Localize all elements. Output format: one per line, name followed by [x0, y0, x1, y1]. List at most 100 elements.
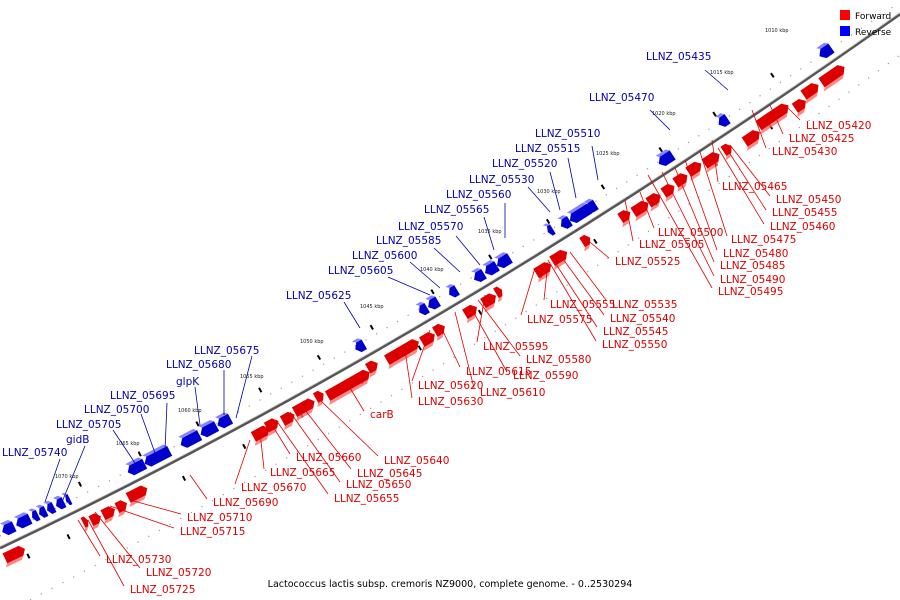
- forward-gene-label[interactable]: LLNZ_05465: [722, 181, 787, 193]
- reverse-gene[interactable]: [142, 444, 173, 467]
- forward-gene-label[interactable]: LLNZ_05450: [776, 194, 841, 206]
- forward-gene[interactable]: [549, 249, 568, 271]
- reverse-gene[interactable]: [566, 202, 593, 223]
- forward-gene-label[interactable]: LLNZ_05620: [418, 380, 483, 392]
- reverse-gene[interactable]: [352, 338, 368, 353]
- reverse-gene-label[interactable]: LLNZ_05515: [515, 143, 580, 155]
- forward-gene-label[interactable]: LLNZ_05495: [718, 286, 783, 298]
- forward-gene[interactable]: [114, 500, 127, 518]
- forward-gene-label[interactable]: LLNZ_05575: [527, 314, 592, 326]
- forward-gene[interactable]: [685, 161, 702, 181]
- forward-gene-label[interactable]: LLNZ_05430: [772, 146, 837, 158]
- forward-gene[interactable]: [741, 130, 760, 151]
- reverse-gene[interactable]: [214, 412, 234, 429]
- reverse-gene[interactable]: [415, 301, 430, 316]
- forward-gene-label[interactable]: LLNZ_05725: [130, 584, 195, 596]
- forward-gene[interactable]: [701, 152, 720, 173]
- forward-gene-label[interactable]: LLNZ_05610: [480, 387, 545, 399]
- forward-gene[interactable]: [432, 323, 445, 342]
- forward-gene[interactable]: [672, 173, 688, 192]
- forward-gene-label[interactable]: LLNZ_05505: [639, 239, 704, 251]
- forward-gene[interactable]: [125, 485, 148, 507]
- forward-gene-label[interactable]: LLNZ_05475: [731, 234, 796, 246]
- forward-gene-label[interactable]: LLNZ_05525: [615, 256, 680, 268]
- reverse-gene-label[interactable]: LLNZ_05520: [492, 158, 557, 170]
- forward-gene[interactable]: [324, 369, 370, 406]
- forward-gene-label[interactable]: LLNZ_05485: [720, 260, 785, 272]
- forward-gene-label[interactable]: LLNZ_05665: [270, 467, 335, 479]
- reverse-gene[interactable]: [13, 512, 33, 529]
- forward-gene-label[interactable]: LLNZ_05580: [526, 354, 591, 366]
- forward-gene-label[interactable]: LLNZ_05630: [418, 396, 483, 408]
- forward-gene-label[interactable]: LLNZ_05690: [213, 497, 278, 509]
- forward-gene[interactable]: [755, 103, 789, 135]
- reverse-gene[interactable]: [0, 519, 17, 536]
- forward-gene-label[interactable]: LLNZ_05730: [106, 554, 171, 566]
- forward-gene[interactable]: [617, 210, 631, 228]
- forward-gene-label[interactable]: LLNZ_05550: [602, 339, 667, 351]
- forward-gene[interactable]: [533, 262, 552, 283]
- reverse-gene[interactable]: [61, 492, 73, 506]
- forward-gene-label[interactable]: LLNZ_05460: [770, 221, 835, 233]
- forward-gene-label[interactable]: LLNZ_05420: [806, 120, 871, 132]
- forward-gene[interactable]: [312, 390, 324, 408]
- forward-gene-label[interactable]: LLNZ_05595: [483, 341, 548, 353]
- reverse-gene[interactable]: [125, 457, 148, 476]
- reverse-gene-label[interactable]: LLNZ_05680: [166, 359, 231, 371]
- forward-gene[interactable]: [383, 339, 419, 370]
- forward-gene-label[interactable]: LLNZ_05655: [334, 493, 399, 505]
- forward-gene[interactable]: [88, 513, 101, 531]
- forward-gene[interactable]: [419, 332, 435, 351]
- forward-gene-label[interactable]: LLNZ_05615: [466, 366, 531, 378]
- reverse-gene[interactable]: [28, 508, 41, 522]
- reverse-gene[interactable]: [482, 260, 500, 276]
- reverse-gene-label[interactable]: LLNZ_05625: [286, 290, 351, 302]
- forward-gene-label[interactable]: LLNZ_05710: [187, 512, 252, 524]
- forward-gene[interactable]: [579, 234, 591, 252]
- reverse-gene[interactable]: [43, 500, 57, 514]
- reverse-gene[interactable]: [816, 42, 835, 59]
- forward-gene-label[interactable]: carB: [370, 409, 394, 421]
- forward-gene-label[interactable]: LLNZ_05480: [723, 248, 788, 260]
- forward-gene[interactable]: [660, 184, 675, 202]
- reverse-gene[interactable]: [178, 428, 203, 448]
- reverse-gene[interactable]: [445, 284, 460, 298]
- reverse-gene[interactable]: [655, 149, 676, 167]
- reverse-gene-label[interactable]: LLNZ_05510: [535, 128, 600, 140]
- reverse-gene[interactable]: [471, 267, 487, 283]
- reverse-gene-label[interactable]: LLNZ_05675: [194, 345, 259, 357]
- forward-gene[interactable]: [364, 360, 378, 378]
- reverse-gene-label[interactable]: gidB: [66, 434, 89, 446]
- forward-gene-label[interactable]: LLNZ_05590: [513, 370, 578, 382]
- forward-gene-label[interactable]: LLNZ_05425: [789, 133, 854, 145]
- forward-gene-label[interactable]: LLNZ_05715: [180, 526, 245, 538]
- reverse-gene-label[interactable]: LLNZ_05530: [469, 174, 534, 186]
- forward-gene[interactable]: [291, 398, 315, 422]
- reverse-gene-label[interactable]: LLNZ_05695: [110, 390, 175, 402]
- forward-gene-label[interactable]: LLNZ_05720: [146, 567, 211, 579]
- forward-gene[interactable]: [2, 545, 25, 568]
- forward-gene-label[interactable]: LLNZ_05535: [612, 299, 677, 311]
- reverse-gene-label[interactable]: LLNZ_05700: [84, 404, 149, 416]
- forward-gene-label[interactable]: LLNZ_05500: [658, 227, 723, 239]
- forward-gene[interactable]: [493, 286, 503, 303]
- reverse-gene-label[interactable]: glpK: [176, 376, 200, 388]
- reverse-gene-label[interactable]: LLNZ_05585: [376, 235, 441, 247]
- forward-gene-label[interactable]: LLNZ_05555: [550, 299, 615, 311]
- reverse-gene-label[interactable]: LLNZ_05470: [589, 92, 654, 104]
- forward-gene[interactable]: [462, 304, 477, 324]
- reverse-gene-label[interactable]: LLNZ_05435: [646, 51, 711, 63]
- reverse-gene[interactable]: [494, 252, 513, 269]
- reverse-gene-label[interactable]: LLNZ_05705: [56, 419, 121, 431]
- forward-gene[interactable]: [818, 65, 845, 92]
- reverse-gene-label[interactable]: LLNZ_05560: [446, 189, 511, 201]
- forward-gene-label[interactable]: LLNZ_05640: [384, 455, 449, 467]
- reverse-gene[interactable]: [557, 215, 573, 229]
- forward-gene-label[interactable]: LLNZ_05545: [603, 326, 668, 338]
- reverse-gene[interactable]: [197, 419, 220, 438]
- forward-gene[interactable]: [630, 200, 649, 222]
- forward-gene-label[interactable]: LLNZ_05490: [720, 274, 785, 286]
- forward-gene[interactable]: [80, 516, 89, 532]
- forward-gene[interactable]: [800, 83, 819, 104]
- forward-gene[interactable]: [100, 506, 115, 525]
